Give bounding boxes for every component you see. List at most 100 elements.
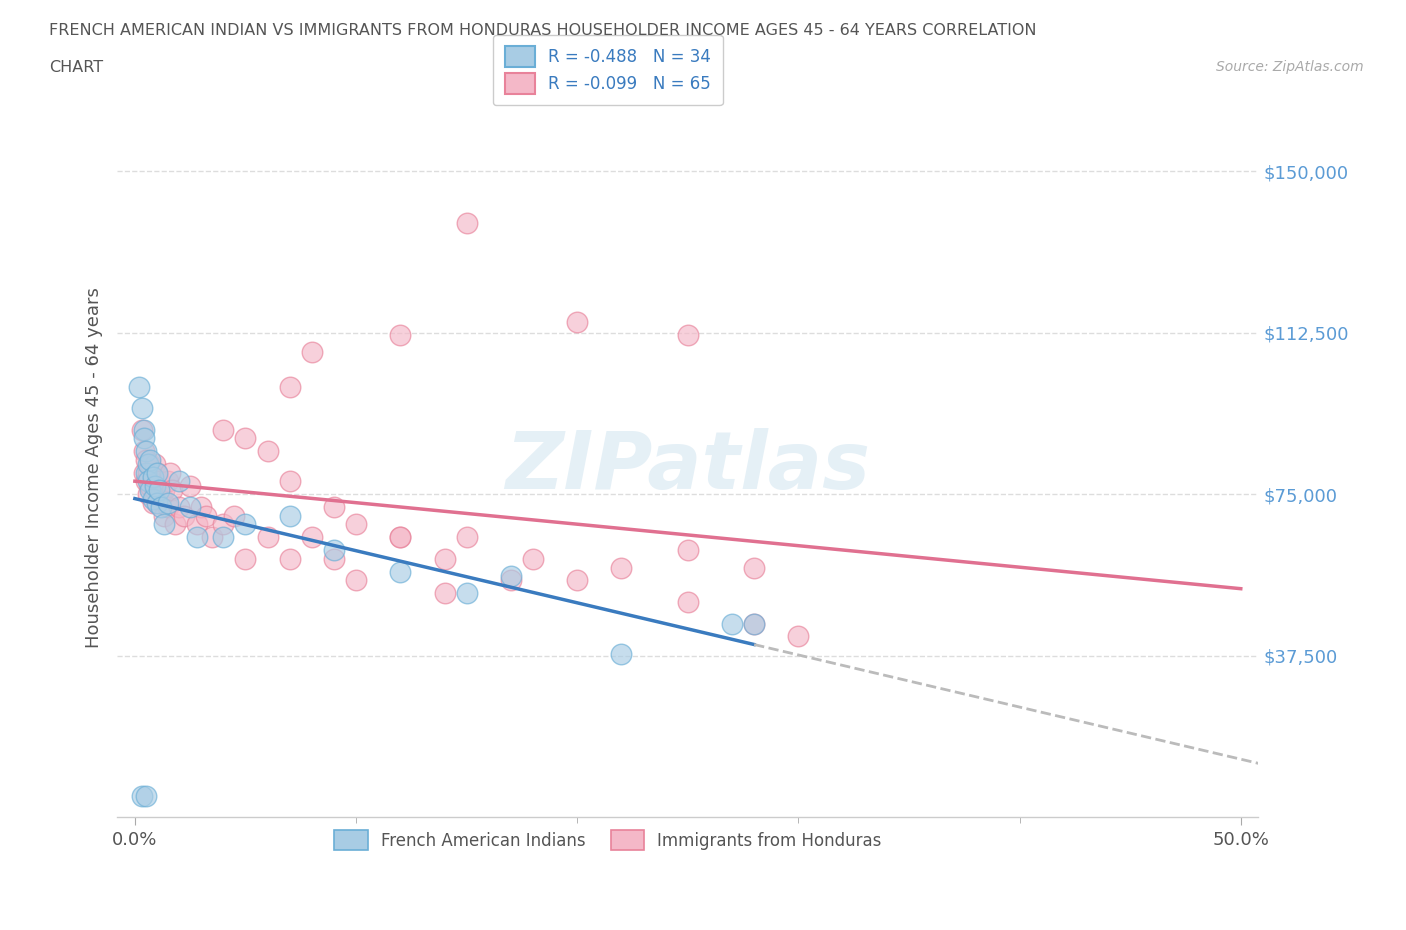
Point [173, 509, 195, 524]
Y-axis label: Householder Income Ages 45 - 64 years: Householder Income Ages 45 - 64 years [86, 287, 103, 648]
Point [146, 496, 169, 511]
Point [139, 457, 162, 472]
Point [139, 483, 162, 498]
Point [167, 474, 190, 489]
Point [433, 586, 456, 601]
Point [676, 594, 699, 609]
Point [186, 530, 208, 545]
Point [135, 474, 157, 489]
Point [132, 465, 155, 480]
Point [389, 530, 412, 545]
Point [610, 646, 633, 661]
Point [676, 543, 699, 558]
Point [212, 517, 235, 532]
Point [135, 452, 157, 467]
Point [389, 327, 412, 342]
Point [344, 573, 367, 588]
Point [167, 499, 190, 514]
Point [522, 551, 544, 566]
Point [742, 560, 765, 575]
Point [278, 551, 301, 566]
Point [278, 379, 301, 394]
Point [132, 444, 155, 458]
Point [212, 530, 235, 545]
Point [235, 551, 257, 566]
Point [150, 486, 173, 501]
Point [567, 314, 589, 329]
Point [323, 499, 346, 514]
Point [157, 499, 180, 514]
Point [157, 496, 180, 511]
Point [201, 530, 224, 545]
Point [142, 470, 165, 485]
Point [152, 517, 174, 532]
Point [132, 422, 155, 437]
Point [135, 444, 157, 458]
Point [142, 491, 165, 506]
Point [148, 474, 170, 489]
Point [787, 629, 810, 644]
Point [143, 483, 166, 498]
Point [256, 530, 278, 545]
Point [157, 474, 180, 489]
Text: ZIPatlas: ZIPatlas [505, 429, 870, 506]
Legend: French American Indians, Immigrants from Honduras: French American Indians, Immigrants from… [326, 822, 890, 858]
Point [235, 517, 257, 532]
Point [456, 216, 478, 231]
Point [742, 616, 765, 631]
Point [567, 573, 589, 588]
Point [456, 586, 478, 601]
Point [742, 616, 765, 631]
Text: FRENCH AMERICAN INDIAN VS IMMIGRANTS FROM HONDURAS HOUSEHOLDER INCOME AGES 45 - : FRENCH AMERICAN INDIAN VS IMMIGRANTS FRO… [49, 23, 1036, 38]
Point [323, 551, 346, 566]
Text: Source: ZipAtlas.com: Source: ZipAtlas.com [1216, 60, 1364, 74]
Point [163, 517, 186, 532]
Point [136, 457, 159, 472]
Point [148, 483, 170, 498]
Point [143, 457, 166, 472]
Point [136, 486, 159, 501]
Point [301, 345, 323, 360]
Point [139, 452, 162, 467]
Point [190, 499, 212, 514]
Point [676, 327, 699, 342]
Point [224, 509, 246, 524]
Point [499, 573, 522, 588]
Point [146, 496, 169, 511]
Point [131, 401, 153, 416]
Point [152, 509, 174, 524]
Point [186, 517, 208, 532]
Point [135, 789, 157, 804]
Point [389, 530, 412, 545]
Point [142, 470, 165, 485]
Point [150, 499, 173, 514]
Point [143, 478, 166, 493]
Point [128, 379, 150, 394]
Point [142, 496, 165, 511]
Text: CHART: CHART [49, 60, 103, 75]
Point [132, 431, 155, 445]
Point [146, 465, 169, 480]
Point [278, 509, 301, 524]
Point [256, 444, 278, 458]
Point [610, 560, 633, 575]
Point [131, 789, 153, 804]
Point [179, 499, 201, 514]
Point [344, 517, 367, 532]
Point [152, 483, 174, 498]
Point [159, 465, 181, 480]
Point [278, 474, 301, 489]
Point [235, 431, 257, 445]
Point [136, 465, 159, 480]
Point [721, 616, 744, 631]
Point [433, 551, 456, 566]
Point [131, 422, 153, 437]
Point [136, 474, 159, 489]
Point [212, 422, 235, 437]
Point [194, 509, 217, 524]
Point [301, 530, 323, 545]
Point [135, 465, 157, 480]
Point [146, 465, 169, 480]
Point [139, 478, 162, 493]
Point [179, 478, 201, 493]
